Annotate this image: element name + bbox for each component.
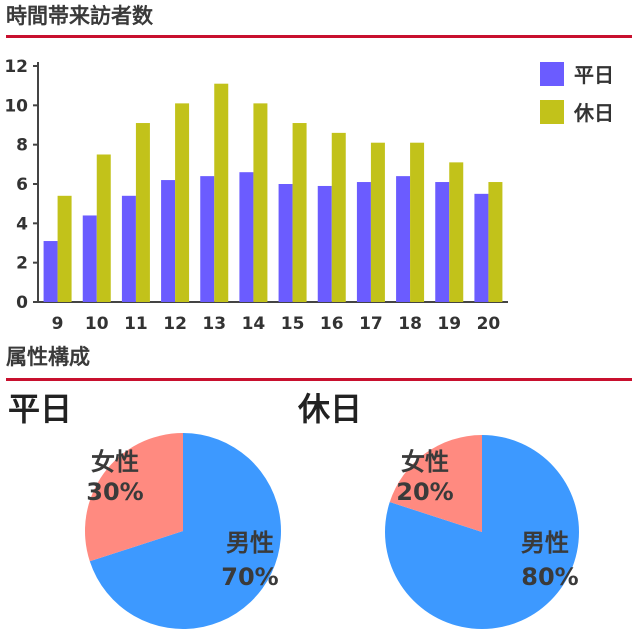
bar-holiday — [292, 123, 307, 303]
section-divider — [6, 378, 632, 381]
y-tick-label: 6 — [16, 175, 28, 195]
bar-weekday — [396, 176, 411, 302]
x-tick-label: 16 — [320, 314, 344, 334]
bar-weekday — [239, 172, 254, 302]
legend-swatch-weekday — [540, 62, 564, 86]
bar-holiday — [57, 195, 72, 302]
bar-weekday — [82, 215, 97, 302]
x-tick-label: 15 — [281, 314, 305, 334]
legend-swatch-holiday — [540, 100, 564, 124]
attributes-section-title: 属性構成 — [6, 345, 90, 369]
bar-holiday — [331, 132, 346, 302]
legend-label: 平日 — [574, 63, 614, 87]
legend-label: 休日 — [573, 101, 614, 125]
pie-slice-male — [384, 435, 579, 629]
x-tick-label: 9 — [52, 314, 64, 334]
bar-holiday — [96, 154, 111, 302]
pie-label-name: 女性 — [91, 448, 139, 476]
y-tick-label: 12 — [4, 57, 28, 77]
bar-weekday — [278, 184, 293, 302]
pie-label-percent: 70% — [221, 563, 278, 591]
x-tick-label: 17 — [359, 314, 383, 334]
y-tick-label: 2 — [16, 254, 28, 274]
bar-weekday — [317, 185, 332, 302]
section-divider — [6, 35, 632, 38]
pie-label-percent: 20% — [396, 478, 453, 506]
bar-weekday — [435, 182, 450, 302]
x-tick-label: 19 — [437, 314, 461, 334]
pie-slice-female — [389, 435, 482, 532]
bar-holiday — [370, 142, 385, 302]
bar-holiday — [253, 103, 268, 302]
bar-holiday — [488, 182, 503, 302]
bar-holiday — [449, 162, 464, 302]
bar-holiday — [214, 83, 229, 302]
pie-label-percent: 80% — [521, 563, 578, 591]
bar-weekday — [121, 195, 136, 302]
x-tick-label: 18 — [398, 314, 422, 334]
bar-weekday — [356, 182, 371, 302]
x-tick-label: 20 — [477, 314, 501, 334]
bar-weekday — [161, 180, 176, 302]
x-tick-label: 14 — [242, 314, 266, 334]
bar-holiday — [135, 123, 150, 303]
x-tick-label: 10 — [85, 314, 109, 334]
y-tick-label: 10 — [4, 96, 28, 116]
pie-label-name: 男性 — [521, 529, 569, 557]
x-tick-label: 12 — [163, 314, 187, 334]
y-tick-label: 8 — [16, 136, 28, 156]
pie-title-weekday: 平日 — [8, 390, 72, 428]
pie-slice-female — [84, 433, 183, 562]
bar-holiday — [410, 142, 425, 302]
y-tick-label: 4 — [16, 214, 28, 234]
bar-weekday — [43, 241, 58, 302]
x-tick-label: 11 — [124, 314, 148, 334]
bar-weekday — [474, 193, 489, 302]
pie-slice-male — [89, 433, 281, 629]
pie-label-percent: 30% — [86, 478, 143, 506]
y-tick-label: 0 — [16, 293, 28, 313]
visitors-section-title: 時間帯来訪者数 — [6, 4, 153, 28]
bar-holiday — [175, 103, 190, 302]
x-tick-label: 13 — [202, 314, 226, 334]
pie-label-name: 女性 — [401, 448, 449, 476]
pie-label-name: 男性 — [226, 529, 274, 557]
bar-weekday — [200, 176, 215, 302]
pie-title-holiday: 休日 — [297, 390, 362, 428]
